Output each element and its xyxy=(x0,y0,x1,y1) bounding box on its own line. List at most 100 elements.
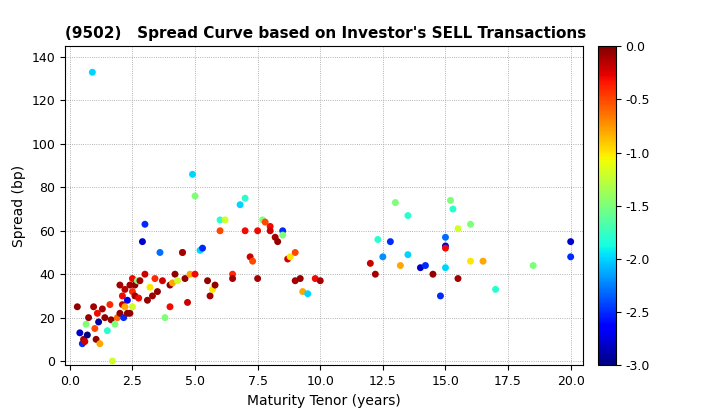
Point xyxy=(369,271,381,278)
Point xyxy=(172,277,184,284)
Point xyxy=(207,286,218,293)
Point xyxy=(310,275,321,282)
Point xyxy=(107,358,118,365)
Point xyxy=(176,249,188,256)
Point xyxy=(159,314,171,321)
Point xyxy=(184,271,196,278)
Point xyxy=(88,303,99,310)
Point xyxy=(127,288,138,295)
Point xyxy=(197,245,208,252)
Point xyxy=(269,234,281,241)
Point xyxy=(157,277,168,284)
Point xyxy=(137,238,148,245)
Point xyxy=(282,256,294,262)
Point xyxy=(565,253,577,260)
Point xyxy=(164,303,176,310)
Point xyxy=(127,275,138,282)
Point xyxy=(144,284,156,291)
Point xyxy=(464,258,476,265)
Point xyxy=(83,314,94,321)
Point xyxy=(164,282,176,289)
Point xyxy=(129,282,140,289)
Point xyxy=(167,280,179,286)
Point xyxy=(133,295,145,302)
Point xyxy=(181,299,193,306)
Point xyxy=(302,290,313,297)
Point xyxy=(315,277,326,284)
Point xyxy=(289,277,301,284)
Point xyxy=(390,199,401,206)
Point xyxy=(395,262,406,269)
Point xyxy=(440,234,451,241)
Point xyxy=(129,293,140,299)
Point xyxy=(189,271,201,278)
Point xyxy=(294,275,306,282)
Point xyxy=(227,271,238,278)
Point xyxy=(377,253,389,260)
Point xyxy=(176,249,188,256)
Point xyxy=(194,247,206,254)
Point xyxy=(252,227,264,234)
Point xyxy=(96,306,108,312)
Point xyxy=(297,288,308,295)
Point xyxy=(104,301,116,308)
Point xyxy=(527,262,539,269)
Point xyxy=(257,217,269,223)
Point xyxy=(202,277,213,284)
Point xyxy=(124,282,135,289)
Point xyxy=(452,225,464,232)
Point xyxy=(402,212,414,219)
Point xyxy=(239,195,251,202)
Point xyxy=(132,277,143,284)
Point xyxy=(94,340,106,347)
Point xyxy=(142,297,153,304)
Point xyxy=(117,301,128,308)
Point xyxy=(440,243,451,249)
Point xyxy=(109,321,121,328)
Point xyxy=(78,336,89,343)
Point xyxy=(272,238,284,245)
Point xyxy=(134,277,145,284)
Point xyxy=(445,197,456,204)
Point xyxy=(477,258,489,265)
Point xyxy=(154,249,166,256)
Point xyxy=(117,293,128,299)
Point xyxy=(247,258,258,265)
Point xyxy=(122,297,133,304)
Point xyxy=(186,171,198,178)
Point xyxy=(384,238,396,245)
Point xyxy=(244,253,256,260)
Point xyxy=(71,303,83,310)
Point xyxy=(490,286,501,293)
Point xyxy=(127,303,138,310)
Point xyxy=(89,325,101,332)
Point xyxy=(169,271,181,278)
Point xyxy=(284,253,296,260)
Point xyxy=(112,314,123,321)
Point xyxy=(81,321,92,328)
Point xyxy=(139,271,150,278)
Point xyxy=(234,201,246,208)
Point xyxy=(364,260,376,267)
Point xyxy=(372,236,384,243)
Point xyxy=(189,193,201,199)
Point xyxy=(452,275,464,282)
Point xyxy=(435,293,446,299)
Point xyxy=(114,310,126,317)
Point xyxy=(179,275,191,282)
Point xyxy=(86,69,98,76)
Point xyxy=(447,206,459,213)
Point xyxy=(149,275,161,282)
Point xyxy=(227,275,238,282)
Point xyxy=(277,227,289,234)
Point xyxy=(119,286,130,293)
Point xyxy=(415,264,426,271)
Point xyxy=(239,227,251,234)
Point xyxy=(204,293,216,299)
Point xyxy=(220,217,231,223)
Point xyxy=(93,319,104,326)
Point xyxy=(147,293,158,299)
Point xyxy=(215,217,226,223)
Point xyxy=(289,249,301,256)
Point xyxy=(210,282,221,289)
